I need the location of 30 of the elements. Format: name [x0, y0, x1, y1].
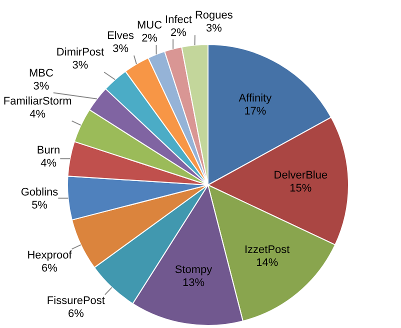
data-label: 6%	[68, 308, 84, 320]
slice-label: IzzetPost	[244, 244, 290, 256]
data-label: 15%	[290, 182, 312, 195]
data-label: 3%	[206, 22, 222, 35]
data-label: 4%	[30, 108, 46, 120]
slice-label: Affinity	[238, 92, 272, 105]
slice-label: Burn	[36, 144, 60, 156]
slice-label: Hexproof	[27, 250, 73, 262]
slice-label: DelverBlue	[274, 170, 328, 182]
data-label: 3%	[72, 60, 88, 72]
slice-label: DimirPost	[56, 46, 104, 59]
slice-label: Goblins	[20, 186, 59, 199]
data-label: 3%	[112, 42, 129, 55]
data-label: 2%	[170, 26, 187, 39]
data-label: 5%	[32, 200, 48, 212]
slice-label: Infect	[165, 14, 192, 26]
data-label: 3%	[33, 80, 50, 92]
data-label: 4%	[40, 157, 57, 170]
data-label: 6%	[42, 262, 58, 275]
slice-label: MUC	[136, 20, 162, 32]
slice-label: FamiliarStorm	[3, 95, 72, 108]
slice-label: Rogues	[194, 10, 234, 22]
data-label: 13%	[182, 277, 205, 290]
data-label: 2%	[142, 32, 158, 45]
data-label: 14%	[256, 256, 278, 269]
slice-label: MBC	[28, 67, 54, 80]
data-label: 17%	[244, 106, 266, 118]
slice-label: Elves	[107, 30, 134, 42]
slice-label: Stompy	[174, 264, 213, 276]
slice-label: FissurePost	[46, 295, 105, 308]
